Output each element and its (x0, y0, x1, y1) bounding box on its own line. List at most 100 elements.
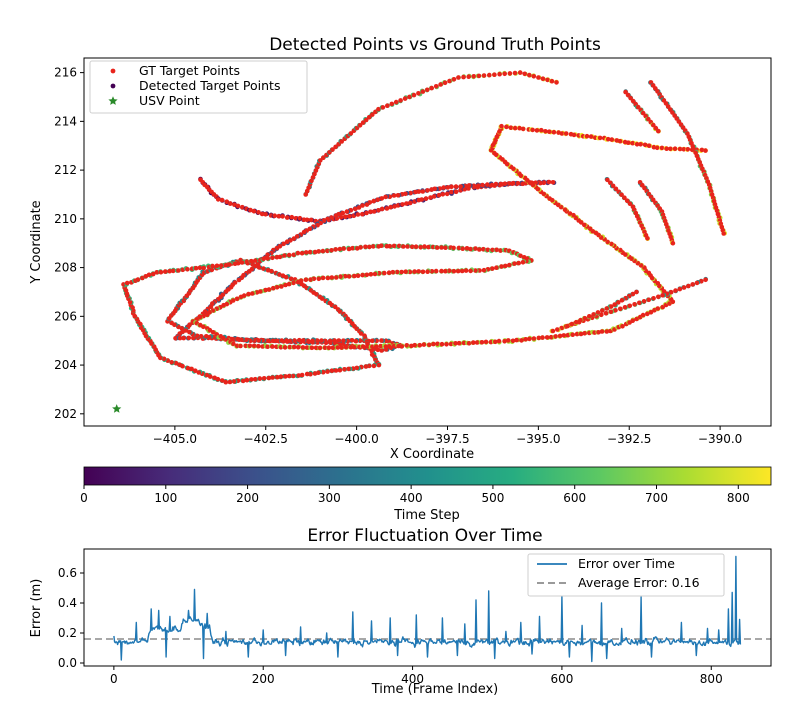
gt-point (440, 192, 446, 197)
gt-point (622, 305, 628, 310)
gt-point (251, 343, 257, 349)
gt-point (625, 140, 631, 145)
gt-point (571, 132, 577, 138)
y-tick-label: 214 (54, 114, 77, 128)
gt-point (677, 286, 683, 292)
gt-point (231, 341, 236, 347)
gt-point (290, 373, 296, 379)
gt-point (380, 105, 386, 110)
gt-point (471, 183, 477, 189)
gt-point (404, 201, 409, 206)
gt-point (270, 285, 276, 291)
gt-point (379, 243, 384, 248)
gt-point (235, 336, 240, 342)
gt-point (447, 78, 452, 84)
gt-point (418, 245, 424, 250)
gt-point (187, 329, 192, 335)
gt-point (221, 302, 226, 308)
gt-point (471, 340, 476, 345)
y-tick-label: 0.4 (58, 596, 77, 610)
gt-point (201, 324, 206, 330)
gt-point (350, 245, 355, 251)
gt-point (536, 335, 542, 341)
gt-point (363, 117, 369, 123)
gt-point (224, 199, 230, 204)
gt-point (323, 338, 328, 344)
gt-point (421, 342, 427, 347)
gt-point (158, 269, 164, 275)
gt-point (619, 192, 624, 197)
gt-point (375, 197, 381, 202)
gt-point (201, 265, 206, 271)
gt-point (591, 312, 596, 317)
gt-point (272, 213, 278, 218)
gt-point (170, 268, 176, 274)
gt-point (555, 327, 560, 332)
gt-point (582, 331, 587, 336)
gt-point (403, 269, 409, 275)
colorbar-label: Time Step (393, 508, 460, 523)
gt-point (349, 338, 355, 343)
scatter-legend-box (89, 60, 308, 114)
gt-point (512, 70, 518, 76)
gt-point (228, 201, 233, 206)
gt-point (333, 368, 339, 373)
gt-point (196, 370, 202, 375)
colorbar-tick-label: 400 (400, 491, 423, 505)
scatter-title: Detected Points vs Ground Truth Points (269, 35, 601, 55)
gt-point (451, 77, 457, 82)
gt-point (608, 309, 614, 315)
gt-point (278, 374, 284, 380)
gt-point (656, 128, 661, 134)
gt-point (274, 338, 279, 344)
gt-point (352, 344, 357, 350)
colorbar-tick-label: 500 (481, 491, 504, 505)
gt-point (456, 245, 462, 251)
gt-point (399, 269, 404, 275)
x-tick-label: 800 (700, 672, 723, 686)
gt-point (656, 294, 661, 300)
gt-point (215, 197, 221, 202)
gt-point (593, 230, 599, 236)
gt-point (681, 285, 687, 290)
gt-point (436, 192, 442, 198)
gt-point (355, 273, 361, 279)
gt-point (318, 158, 323, 163)
gt-point (284, 338, 289, 343)
gt-point (563, 131, 569, 136)
gt-point (371, 198, 377, 204)
gt-point (371, 244, 376, 249)
gt-point (343, 214, 348, 220)
gt-point (366, 115, 372, 120)
gt-point (336, 338, 342, 343)
gt-point (394, 269, 400, 275)
gt-point (428, 195, 433, 200)
gt-point (320, 275, 326, 281)
gt-point (530, 182, 536, 188)
gt-point (320, 369, 326, 375)
gt-point (686, 283, 691, 289)
gt-point (287, 373, 292, 379)
gt-point (368, 272, 374, 277)
colorbar: 0 100 200 300 400 500 600 700 800 Time Step (80, 466, 772, 523)
gt-point (550, 328, 556, 334)
gt-point (502, 181, 508, 186)
gt-point (346, 366, 351, 372)
gt-point (325, 275, 331, 281)
gt-point (496, 338, 502, 344)
gt-point (365, 344, 370, 349)
gt-point (220, 378, 225, 383)
x-tick-label: 400 (401, 672, 424, 686)
gt-point (291, 252, 297, 258)
gt-point (286, 281, 292, 287)
gt-point (392, 204, 397, 209)
gt-point (463, 268, 469, 273)
gt-point (240, 378, 246, 384)
gt-point (304, 345, 310, 350)
gt-point (517, 171, 522, 176)
gt-point (154, 270, 160, 275)
gt-point (382, 270, 387, 276)
gt-point (339, 345, 344, 350)
gt-point (642, 142, 648, 148)
gt-point (325, 369, 330, 374)
